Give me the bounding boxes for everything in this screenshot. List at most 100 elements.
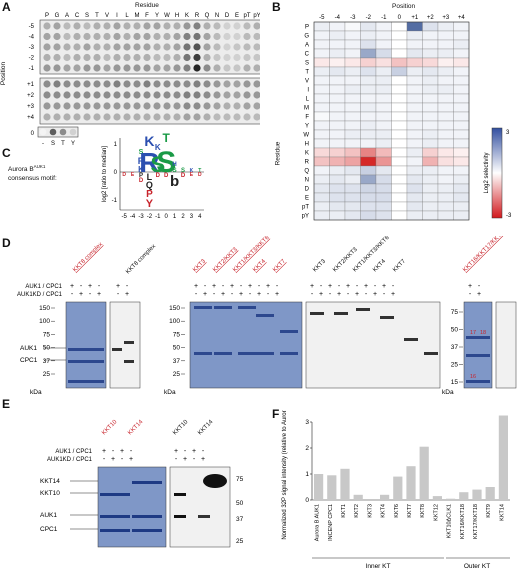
logo-letter: K bbox=[138, 165, 144, 174]
plus-minus: + bbox=[266, 283, 270, 290]
plus-minus: + bbox=[257, 291, 261, 298]
residue-tick: V bbox=[105, 13, 109, 19]
heatmap-cell bbox=[422, 30, 439, 41]
residue-tick: C bbox=[75, 13, 80, 19]
array-spot bbox=[53, 32, 61, 41]
coomassie-gel-e bbox=[97, 466, 167, 548]
gel-band bbox=[132, 481, 162, 484]
position-tick: +2 bbox=[27, 93, 35, 99]
heatmap-cell bbox=[437, 48, 454, 59]
heatmap-cell bbox=[437, 174, 454, 185]
plus-minus: - bbox=[338, 283, 341, 290]
array-spot bbox=[53, 43, 61, 51]
heatmap-cell bbox=[406, 93, 423, 104]
heatmap-cell bbox=[406, 174, 423, 185]
heatmap-y-tick: G bbox=[304, 34, 309, 40]
array-spot bbox=[63, 80, 71, 88]
logo-x-tick: 3 bbox=[190, 214, 194, 220]
gel-band bbox=[100, 529, 130, 532]
heatmap-x-tick: -3 bbox=[350, 15, 356, 21]
heatmap-x-tick: -5 bbox=[319, 15, 325, 21]
heatmap-cell bbox=[437, 30, 454, 41]
array-spot bbox=[43, 43, 51, 51]
plus-minus: + bbox=[319, 291, 323, 298]
heatmap-cell bbox=[313, 30, 330, 41]
heatmap-cell bbox=[360, 156, 377, 167]
heatmap-cell bbox=[329, 129, 346, 140]
array-spot bbox=[103, 64, 111, 72]
array-spot bbox=[163, 64, 171, 72]
heatmap-cell bbox=[391, 120, 408, 131]
heatmap-cell bbox=[422, 165, 439, 176]
heatmap-cell bbox=[344, 165, 361, 176]
array-spot bbox=[83, 32, 91, 41]
row2-label: AUK1KD / CPC1 bbox=[17, 292, 63, 298]
array-spot bbox=[203, 91, 211, 99]
mw-marker: 37 bbox=[236, 516, 244, 523]
gel-band bbox=[280, 330, 298, 333]
logo-x-tick: -5 bbox=[122, 214, 128, 220]
heatmap-cell bbox=[422, 138, 439, 149]
plus-minus: + bbox=[125, 291, 129, 298]
heatmap-cell bbox=[329, 48, 346, 59]
group-label-outer: Outer KT bbox=[464, 563, 490, 570]
array-spot bbox=[133, 32, 141, 41]
heatmap-cell bbox=[360, 192, 377, 203]
mw-marker: 25 bbox=[451, 362, 459, 369]
logo-letter: T bbox=[198, 168, 201, 174]
heatmap-cell bbox=[437, 201, 454, 212]
heatmap-cell bbox=[360, 138, 377, 149]
logo-letter: P bbox=[146, 189, 153, 200]
gel-band bbox=[280, 352, 298, 355]
heatmap-cell bbox=[360, 30, 377, 41]
array-spot bbox=[223, 64, 231, 72]
plus-minus: + bbox=[183, 456, 187, 463]
array-spot bbox=[233, 113, 241, 121]
array-spot bbox=[183, 91, 191, 99]
array-spot bbox=[223, 80, 231, 88]
gel-band bbox=[68, 380, 104, 383]
panel-a-ylabel: Position bbox=[0, 61, 8, 86]
array-spot bbox=[123, 102, 131, 110]
panel-a-label: A bbox=[2, 0, 11, 14]
logo-x-tick: -3 bbox=[138, 214, 144, 220]
array-spot bbox=[213, 43, 221, 51]
heatmap-cell bbox=[344, 48, 361, 59]
zero-box bbox=[37, 126, 79, 138]
mw-marker: 100 bbox=[39, 318, 50, 325]
heatmap-cell bbox=[375, 48, 392, 59]
array-spot bbox=[113, 91, 121, 99]
blot-lane-label: KKT14 bbox=[127, 419, 145, 437]
heatmap-cell bbox=[313, 102, 330, 113]
plus-minus: - bbox=[392, 283, 395, 290]
zero-residue-tick: - bbox=[42, 141, 44, 147]
plus-minus: + bbox=[79, 291, 83, 298]
f-bar bbox=[419, 446, 429, 500]
heatmap-cell bbox=[329, 210, 346, 221]
array-spot bbox=[93, 22, 101, 30]
heatmap-cell bbox=[313, 147, 330, 158]
plus-minus: - bbox=[195, 291, 198, 298]
array-spot bbox=[213, 102, 221, 110]
heatmap-cell bbox=[360, 201, 377, 212]
array-spot bbox=[93, 113, 101, 121]
gel-band bbox=[132, 529, 162, 532]
heatmap-cell bbox=[313, 138, 330, 149]
f-x-tick: KKT14 bbox=[499, 504, 505, 521]
logo-y-tick: -1 bbox=[112, 198, 118, 204]
plus-minus: - bbox=[80, 283, 83, 290]
heatmap-cell bbox=[453, 183, 470, 194]
gel-band bbox=[194, 306, 212, 309]
plus-minus: + bbox=[221, 291, 225, 298]
array-spot bbox=[203, 80, 211, 88]
blot-lane-label: KKT16/KKT17/KKT18 bbox=[462, 236, 508, 273]
heatmap-cell bbox=[344, 21, 361, 32]
side-label-cpc1: CPC1 bbox=[20, 357, 38, 364]
array-spot bbox=[193, 43, 201, 51]
heatmap-cell bbox=[360, 75, 377, 86]
logo-y-tick: 1 bbox=[114, 142, 118, 148]
array-spot bbox=[43, 102, 51, 110]
heatmap-cell bbox=[391, 102, 408, 113]
heatmap-cell bbox=[391, 210, 408, 221]
plus-minus: + bbox=[203, 291, 207, 298]
